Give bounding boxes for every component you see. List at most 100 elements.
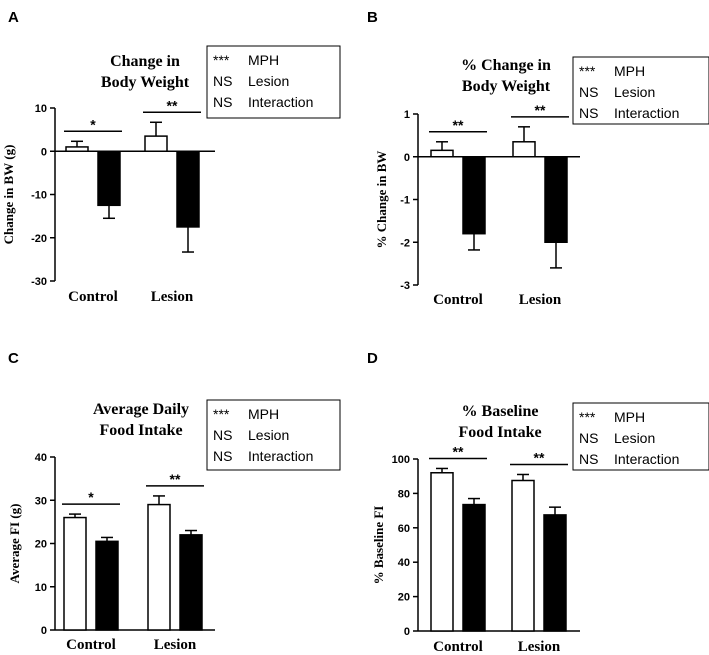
panel-b: B % Change in Body Weight 1 0 -1 -2 -3 % Change …	[367, 9, 709, 308]
chart-title-line: Food Intake	[99, 422, 182, 439]
category-label: Lesion	[151, 289, 194, 305]
bar-mph-control	[95, 540, 119, 631]
stats-key: ***	[579, 63, 596, 79]
stats-effect: Lesion	[248, 427, 289, 443]
stats-box	[206, 399, 341, 471]
chart-title-line: Average Daily	[93, 401, 189, 418]
y-tick-label: -30	[31, 276, 47, 288]
y-tick-label: 10	[35, 103, 47, 115]
panel-d: D % Baseline Food Intake 100 80 60 40 20 0 % Base…	[367, 350, 709, 655]
y-tick-label: 40	[398, 557, 410, 569]
category-label: Control	[66, 637, 116, 653]
significance-label: *	[88, 489, 94, 505]
y-tick-label: 20	[398, 592, 410, 604]
y-tick-label: 60	[398, 523, 410, 535]
significance-label: *	[90, 116, 96, 132]
stats-key: NS	[213, 448, 232, 464]
y-tick-label: 40	[35, 452, 47, 464]
bar-vehicle-control	[430, 149, 454, 158]
stats-key: NS	[213, 73, 232, 89]
y-tick-label: 10	[35, 582, 47, 594]
y-tick-label: 0	[404, 626, 410, 638]
stats-key: NS	[579, 430, 598, 446]
stats-effect: Lesion	[614, 430, 655, 446]
chart-title-line: % Change in	[461, 57, 551, 74]
bar-vehicle-lesion	[144, 135, 168, 153]
chart-title-line: Body Weight	[101, 74, 190, 91]
y-tick-label: -10	[31, 190, 47, 202]
significance-label: **	[453, 443, 464, 459]
panel-letter: C	[8, 350, 19, 367]
stats-effect: Lesion	[248, 73, 289, 89]
chart-title-line: Change in	[110, 53, 180, 70]
y-tick-label: 0	[41, 625, 47, 637]
stats-effect: MPH	[248, 52, 279, 68]
panel-c: C Average Daily Food Intake 40 30 20 10 0 Averag…	[7, 350, 341, 653]
chart-title-line: % Baseline	[462, 403, 539, 420]
significance-label: **	[453, 117, 464, 133]
y-tick-label: 100	[392, 454, 410, 466]
panel-letter: B	[367, 9, 378, 26]
panel-letter: D	[367, 350, 378, 367]
significance-label: **	[534, 449, 545, 465]
stats-effect: Interaction	[248, 448, 313, 464]
significance-label: **	[170, 471, 181, 487]
stats-box	[572, 402, 709, 471]
y-tick-label: -2	[400, 237, 410, 249]
bar-mph-control	[462, 503, 486, 632]
bar-vehicle-control	[430, 472, 454, 632]
bar-vehicle-control	[63, 516, 87, 631]
stats-effect: MPH	[248, 406, 279, 422]
y-axis-label: Average FI (g)	[7, 504, 22, 584]
chart-title-line: Body Weight	[462, 78, 551, 95]
bar-mph-control	[462, 156, 486, 235]
category-label: Control	[68, 289, 118, 305]
bar-mph-lesion	[543, 514, 567, 632]
bar-mph-lesion	[544, 156, 568, 243]
stats-key: ***	[213, 406, 230, 422]
y-tick-label: -20	[31, 233, 47, 245]
stats-key: ***	[579, 409, 596, 425]
stats-effect: Interaction	[614, 105, 679, 121]
category-label: Lesion	[519, 292, 562, 308]
bar-mph-control	[97, 150, 121, 207]
stats-effect: Interaction	[248, 94, 313, 110]
stats-key: NS	[579, 105, 598, 121]
y-axis-label: Change in BW (g)	[1, 145, 16, 245]
bar-mph-lesion	[179, 534, 203, 631]
stats-effect: Lesion	[614, 84, 655, 100]
stats-effect: MPH	[614, 409, 645, 425]
y-tick-label: 30	[35, 495, 47, 507]
y-axis-label: % Baseline FI	[371, 506, 386, 585]
y-tick-label: 0	[404, 152, 410, 164]
stats-key: NS	[579, 451, 598, 467]
chart-title-line: Food Intake	[458, 424, 541, 441]
significance-label: **	[167, 97, 178, 113]
y-tick-label: -1	[400, 195, 410, 207]
y-tick-label: 80	[398, 488, 410, 500]
bar-vehicle-lesion	[147, 503, 171, 631]
y-tick-label: 0	[41, 146, 47, 158]
stats-effect: MPH	[614, 63, 645, 79]
y-tick-label: -3	[400, 280, 410, 292]
category-label: Lesion	[518, 639, 561, 655]
stats-key: NS	[213, 94, 232, 110]
y-axis-label: % Change in BW	[374, 151, 389, 249]
stats-box	[572, 56, 709, 125]
category-label: Control	[433, 639, 483, 655]
stats-box	[206, 45, 341, 119]
bar-mph-lesion	[176, 150, 200, 228]
stats-key: NS	[213, 427, 232, 443]
y-tick-label: 20	[35, 539, 47, 551]
bar-vehicle-lesion	[511, 479, 535, 632]
stats-effect: Interaction	[614, 451, 679, 467]
category-label: Control	[433, 292, 483, 308]
stats-key: NS	[579, 84, 598, 100]
panel-letter: A	[8, 9, 19, 26]
y-tick-label: 1	[404, 109, 410, 121]
stats-key: ***	[213, 52, 230, 68]
panel-a: A Change in Body Weight 10 0 -10 -20 -30 Change …	[1, 9, 341, 305]
significance-label: **	[535, 102, 546, 118]
bar-vehicle-control	[65, 146, 89, 153]
